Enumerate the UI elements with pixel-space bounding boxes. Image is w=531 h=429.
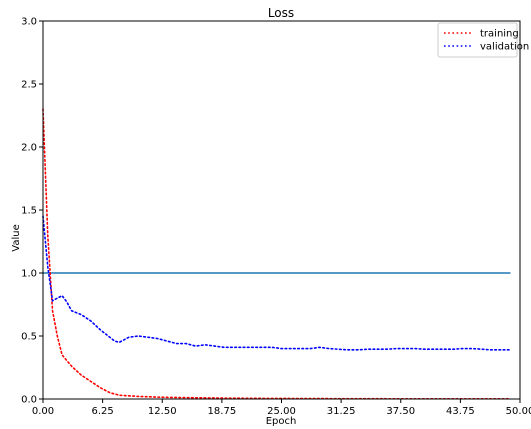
- series-line-validation: [42, 215, 512, 351]
- series-line-training: [42, 108, 512, 400]
- y-tick-label: 1.5: [21, 206, 37, 217]
- x-tick-label: 12.50: [148, 406, 177, 417]
- x-tick-label: 0.00: [32, 406, 54, 417]
- y-tick-label: 2.5: [21, 80, 37, 91]
- plot-area: 0.00 6.25 12.50 18.75 25.00 31.25 37.50 43.75 50…: [21, 17, 531, 418]
- chart-title: Loss: [268, 6, 294, 20]
- x-axis-label: Epoch: [266, 416, 297, 427]
- y-tick-label: 2.0: [21, 143, 37, 154]
- y-tick-label: 0.0: [21, 395, 37, 406]
- legend-label-training: training: [480, 29, 519, 40]
- y-tick-label: 1.0: [21, 269, 37, 280]
- x-tick-label: 50.00: [506, 406, 531, 417]
- legend-frame: [437, 22, 518, 58]
- x-tick-label: 25.00: [267, 406, 296, 417]
- legend-label-validation: validation: [480, 42, 529, 53]
- y-tick-label: 3.0: [21, 17, 37, 28]
- y-tick-label: 0.5: [21, 332, 37, 343]
- x-tick-label: 31.25: [327, 406, 356, 417]
- legend: training validation: [437, 22, 529, 58]
- x-tick-label: 37.50: [386, 406, 415, 417]
- x-tick-label: 6.25: [91, 406, 113, 417]
- x-tick-label: 43.75: [446, 406, 475, 417]
- x-tick-label: 18.75: [208, 406, 237, 417]
- y-axis-label: Value: [11, 224, 22, 251]
